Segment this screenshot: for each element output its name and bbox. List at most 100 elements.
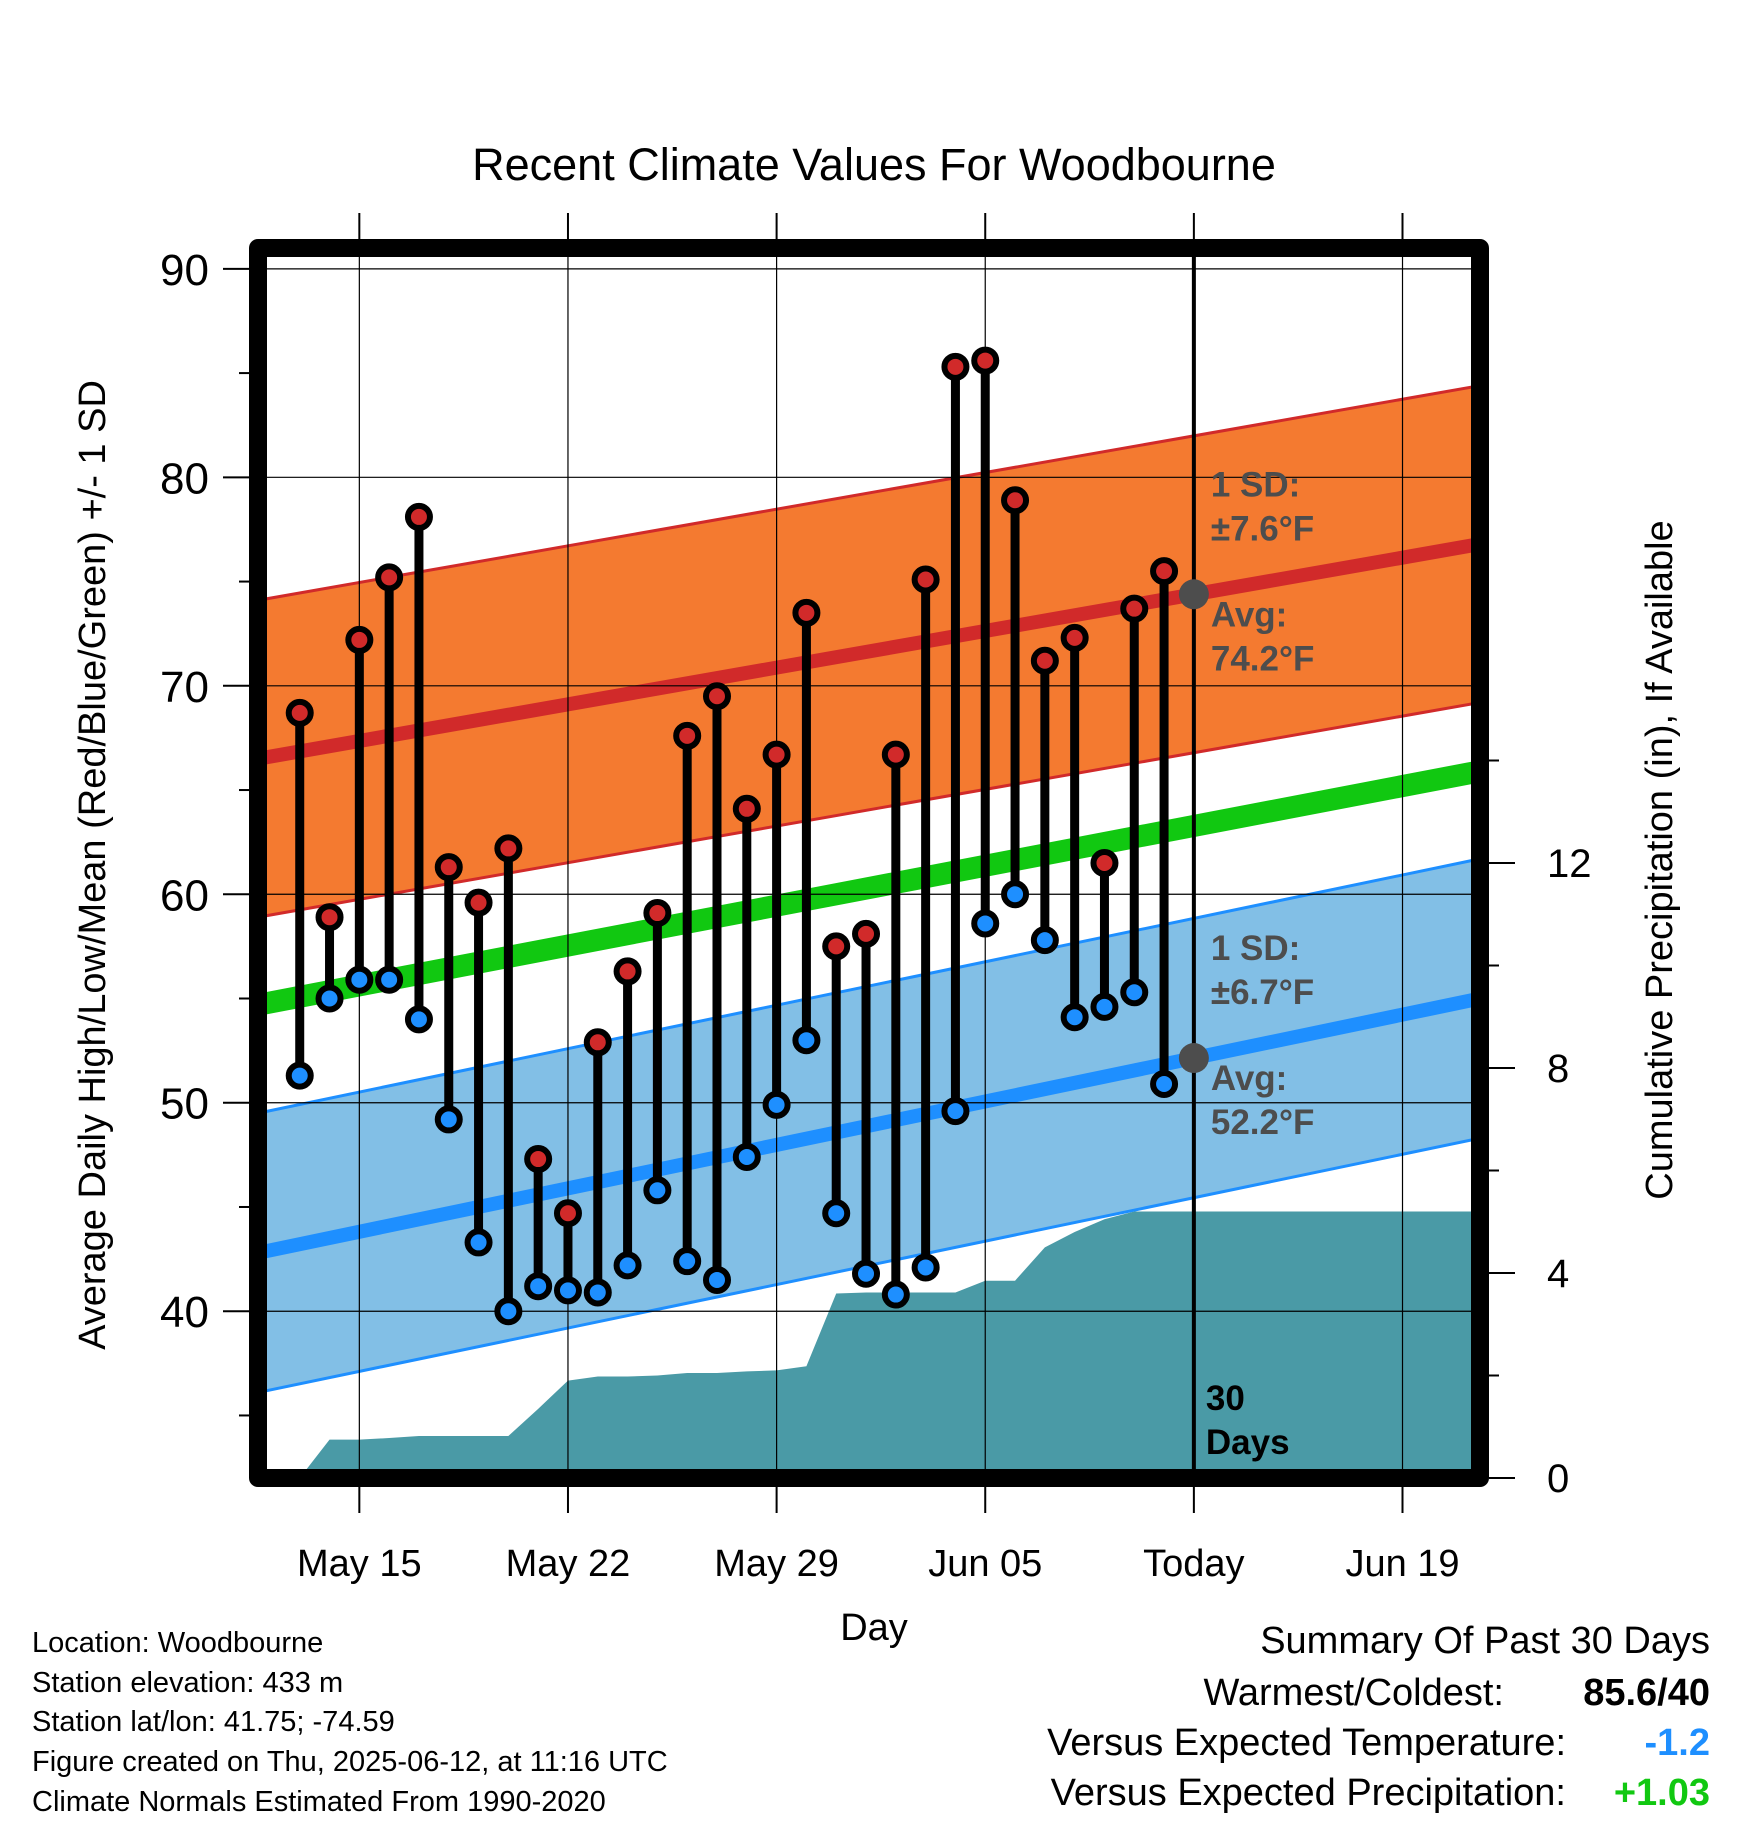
- daily-low-point: [345, 965, 374, 994]
- precipitation-area: [299, 1211, 1480, 1478]
- y2-axis-label: Cumulative Precipitation (in), If Availa…: [1639, 520, 1681, 1199]
- summary-title: Summary Of Past 30 Days: [1260, 1620, 1710, 1662]
- y2-tick-label: 4: [1547, 1252, 1569, 1296]
- x-tick-label: May 29: [714, 1543, 839, 1585]
- daily-high-point: [1120, 594, 1149, 623]
- y-tick-label: 60: [160, 871, 209, 920]
- summary-temp-label: Versus Expected Temperature:: [1047, 1722, 1566, 1764]
- low-band-sd-label: 1 SD:: [1211, 929, 1300, 968]
- daily-high-point: [553, 1199, 582, 1228]
- summary-precip-label: Versus Expected Precipitation:: [1050, 1772, 1566, 1814]
- daily-low-point: [643, 1176, 672, 1205]
- x-tick-label: Jun 19: [1345, 1543, 1459, 1585]
- daily-high-point: [673, 721, 702, 750]
- y2-tick-label: 12: [1547, 842, 1592, 886]
- daily-low-point: [852, 1259, 881, 1288]
- daily-high-point: [404, 502, 433, 531]
- daily-low-point: [1120, 978, 1149, 1007]
- daily-low-point: [494, 1297, 523, 1326]
- daily-low-point: [792, 1026, 821, 1055]
- daily-high-point: [464, 888, 493, 917]
- high-band-sd-label: 1 SD:: [1211, 465, 1300, 504]
- daily-high-point: [1090, 849, 1119, 877]
- daily-high-point: [583, 1028, 612, 1057]
- summary-temp-value: -1.2: [1644, 1722, 1710, 1764]
- high-band-avg-label: Avg:: [1211, 595, 1287, 634]
- daily-low-point: [553, 1276, 582, 1305]
- daily-high-point: [881, 740, 910, 769]
- today-days-word: Days: [1206, 1423, 1290, 1462]
- high-band-avg-value: 74.2°F: [1211, 639, 1315, 678]
- daily-high-point: [1060, 623, 1089, 652]
- plot-area: [258, 248, 1480, 1478]
- daily-low-point: [822, 1199, 851, 1228]
- daily-low-point: [1090, 992, 1119, 1021]
- daily-low-point: [315, 984, 344, 1013]
- daily-high-point: [1030, 646, 1059, 675]
- daily-high-point: [971, 346, 1000, 375]
- daily-low-point: [1150, 1069, 1179, 1098]
- high-upper-sd-line: [258, 384, 1480, 602]
- daily-high-point: [643, 899, 672, 928]
- daily-high-point: [1150, 557, 1179, 586]
- daily-low-point: [285, 1061, 314, 1090]
- daily-high-point: [285, 698, 314, 727]
- info-created: Figure created on Thu, 2025-06-12, at 11…: [32, 1746, 668, 1778]
- daily-high-point: [345, 625, 374, 654]
- daily-low-point: [732, 1142, 761, 1171]
- daily-high-point: [762, 740, 791, 769]
- today-high-average-marker: [1178, 579, 1209, 610]
- info-elevation: Station elevation: 433 m: [32, 1667, 344, 1699]
- daily-high-point: [613, 957, 642, 986]
- x-tick-label: Today: [1143, 1543, 1244, 1585]
- daily-high-point: [375, 563, 404, 592]
- today-days-number: 30: [1206, 1379, 1245, 1418]
- y-tick-label: 70: [160, 663, 209, 712]
- daily-low-point: [881, 1280, 910, 1309]
- daily-low-point: [1060, 1003, 1089, 1032]
- info-latlon: Station lat/lon: 41.75; -74.59: [32, 1706, 395, 1738]
- daily-low-point: [524, 1272, 553, 1301]
- daily-low-point: [434, 1105, 463, 1134]
- daily-high-point: [941, 352, 970, 381]
- daily-high-point: [1001, 486, 1030, 515]
- daily-low-point: [583, 1278, 612, 1307]
- y-tick-label: 40: [160, 1288, 209, 1337]
- low-band-sd-value: ±6.7°F: [1211, 973, 1314, 1012]
- y-tick-label: 50: [160, 1080, 209, 1129]
- info-normals: Climate Normals Estimated From 1990-2020: [32, 1786, 606, 1818]
- daily-low-point: [673, 1247, 702, 1276]
- daily-low-point: [375, 965, 404, 994]
- daily-high-point: [852, 919, 881, 948]
- daily-low-point: [1030, 926, 1059, 955]
- x-axis-label: Day: [840, 1607, 908, 1649]
- chart-title: Recent Climate Values For Woodbourne: [472, 139, 1276, 190]
- daily-high-point: [911, 565, 940, 594]
- low-band-avg-value: 52.2°F: [1211, 1103, 1315, 1142]
- daily-high-point: [822, 932, 851, 961]
- low-band-avg-label: Avg:: [1211, 1059, 1287, 1098]
- daily-low-point: [464, 1228, 493, 1257]
- y2-tick-label: 0: [1547, 1457, 1569, 1501]
- high-average-line: [258, 536, 1480, 766]
- mean-average-line: [258, 760, 1480, 1016]
- x-tick-label: May 22: [506, 1543, 631, 1585]
- daily-low-point: [702, 1265, 731, 1294]
- daily-high-point: [732, 794, 761, 823]
- daily-high-point: [434, 853, 463, 882]
- daily-high-point: [524, 1145, 553, 1174]
- today-low-average-marker: [1178, 1043, 1209, 1074]
- daily-low-point: [1001, 880, 1030, 909]
- daily-low-point: [762, 1090, 791, 1119]
- high-lower-sd-line: [258, 700, 1480, 919]
- y-tick-label: 90: [160, 246, 209, 295]
- daily-low-point: [613, 1251, 642, 1280]
- summary-precip-value: +1.03: [1613, 1772, 1710, 1814]
- daily-low-point: [404, 1005, 433, 1034]
- high-band-sd-value: ±7.6°F: [1211, 509, 1314, 548]
- daily-high-point: [702, 682, 731, 711]
- daily-low-point: [971, 909, 1000, 938]
- x-tick-label: Jun 05: [928, 1543, 1042, 1585]
- x-tick-label: May 15: [297, 1543, 422, 1585]
